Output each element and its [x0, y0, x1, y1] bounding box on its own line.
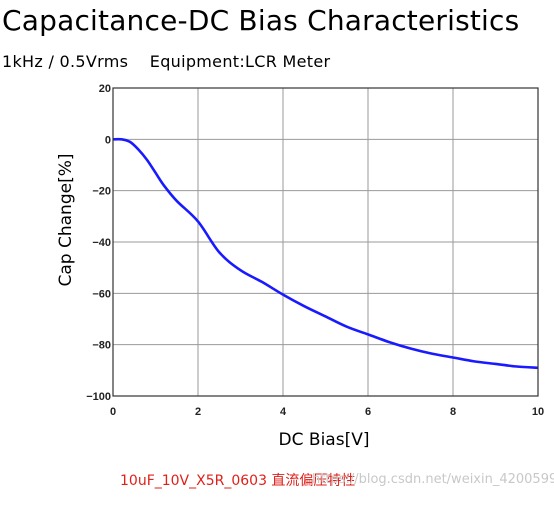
y-tick-label: −40	[92, 237, 111, 249]
x-tick-label: 8	[450, 406, 456, 418]
x-tick-labels: 0 2 4 6 8 10	[110, 406, 544, 418]
x-tick-label: 10	[532, 406, 544, 418]
x-tick-label: 0	[110, 406, 116, 418]
chart-subtitle: 1kHz / 0.5Vrms Equipment:LCR Meter	[2, 52, 331, 71]
y-tick-label: 20	[99, 83, 111, 95]
y-tick-label: −20	[92, 186, 111, 198]
x-tick-label: 6	[365, 406, 371, 418]
y-tick-label: −80	[92, 340, 111, 352]
chart-caption: 10uF_10V_X5R_0603 直流偏压特性	[120, 473, 356, 489]
x-tick-label: 4	[280, 406, 287, 418]
x-tick-label: 2	[195, 406, 201, 418]
y-tick-labels: 20 0 −20 −40 −60 −80 −100	[86, 83, 111, 403]
watermark-url: https://blog.csdn.net/weixin_42005993	[312, 472, 554, 487]
y-axis-label: Cap Change[%]	[56, 153, 76, 287]
x-axis-label: DC Bias[V]	[278, 430, 370, 450]
series-line	[112, 137, 539, 370]
y-tick-label: −60	[92, 288, 111, 300]
y-tick-label: 0	[105, 134, 111, 146]
y-tick-label: −100	[86, 391, 111, 403]
chart-title: Capacitance-DC Bias Characteristics	[2, 4, 520, 37]
plot-frame	[112, 87, 539, 397]
